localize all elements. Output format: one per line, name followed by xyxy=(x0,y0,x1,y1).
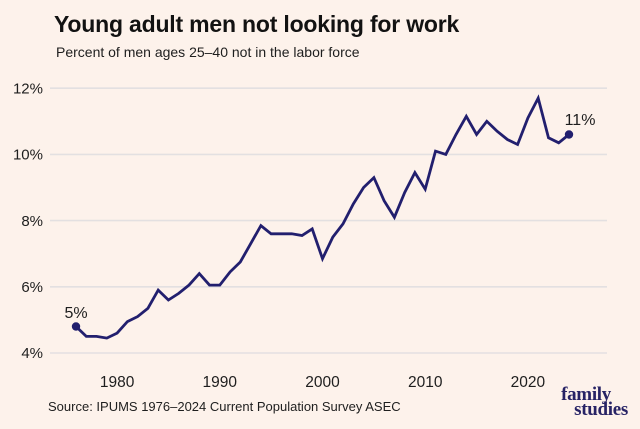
y-axis-tick-label: 10% xyxy=(13,147,43,164)
page-subtitle: Percent of men ages 25–40 not in the lab… xyxy=(56,44,360,60)
x-axis-tick-label: 1980 xyxy=(100,374,135,391)
trend-line xyxy=(74,94,571,340)
source-note: Source: IPUMS 1976–2024 Current Populati… xyxy=(48,399,401,414)
endpoint-dots xyxy=(71,130,574,331)
data-point-dot xyxy=(564,130,574,139)
y-axis-tick-label: 6% xyxy=(21,279,43,296)
gridlines xyxy=(50,87,607,354)
x-axis-tick-label: 2000 xyxy=(305,374,340,391)
data-point-dot xyxy=(71,322,81,331)
y-axis-tick-label: 12% xyxy=(13,80,43,97)
x-axis-tick-label: 2020 xyxy=(511,374,546,391)
y-axis-tick-label: 8% xyxy=(21,213,43,230)
logo-line-1: family xyxy=(561,383,611,405)
x-axis-tick-label: 2010 xyxy=(408,374,443,391)
data-point-label: 5% xyxy=(64,305,87,322)
value-annotations: 5% 11% xyxy=(64,112,595,322)
x-axis-tick-label: 1990 xyxy=(203,374,238,391)
page-title: Young adult men not looking for work xyxy=(54,11,460,37)
data-point-label: 11% xyxy=(565,112,596,129)
family-studies-logo: family studies xyxy=(561,383,628,421)
y-axis-tick-label: 4% xyxy=(21,345,43,362)
y-axis-labels: 4% 6% 8% 10% 12% xyxy=(13,80,43,362)
x-axis-labels: 1980 1990 2000 2010 2020 xyxy=(100,374,546,391)
logo-line-2: studies xyxy=(574,399,628,421)
